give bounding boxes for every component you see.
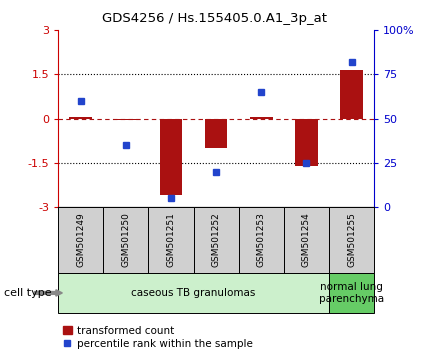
Bar — [329, 273, 374, 313]
Bar — [250, 117, 273, 119]
Text: GSM501254: GSM501254 — [302, 212, 311, 267]
Text: GSM501251: GSM501251 — [166, 212, 175, 267]
Bar — [295, 119, 318, 166]
Bar — [103, 207, 148, 273]
Bar — [284, 207, 329, 273]
Bar — [194, 207, 239, 273]
Bar — [148, 207, 194, 273]
Bar — [329, 207, 374, 273]
Text: GSM501252: GSM501252 — [212, 212, 221, 267]
Bar — [160, 119, 182, 195]
Bar — [58, 273, 329, 313]
Text: GDS4256 / Hs.155405.0.A1_3p_at: GDS4256 / Hs.155405.0.A1_3p_at — [102, 12, 328, 25]
Bar — [69, 117, 92, 119]
Text: GSM501250: GSM501250 — [121, 212, 130, 267]
Text: caseous TB granulomas: caseous TB granulomas — [131, 288, 256, 298]
Text: normal lung
parenchyma: normal lung parenchyma — [319, 282, 384, 304]
Text: GSM501253: GSM501253 — [257, 212, 266, 267]
Text: GSM501255: GSM501255 — [347, 212, 356, 267]
Bar — [114, 119, 137, 120]
Bar — [58, 207, 103, 273]
Text: GSM501249: GSM501249 — [76, 212, 85, 267]
Bar — [205, 119, 227, 148]
Bar — [340, 70, 363, 119]
Text: cell type: cell type — [4, 288, 52, 298]
Legend: transformed count, percentile rank within the sample: transformed count, percentile rank withi… — [63, 326, 253, 349]
Bar — [239, 207, 284, 273]
